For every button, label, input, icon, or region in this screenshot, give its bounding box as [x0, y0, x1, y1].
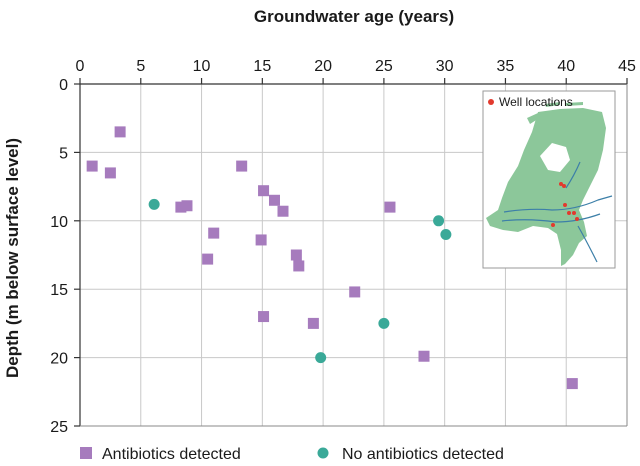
data-point-antibiotics-detected [104, 167, 116, 179]
y-tick-labels: 0 5 10 15 20 25 [50, 77, 68, 436]
y-tick-label: 10 [50, 214, 68, 231]
data-point-antibiotics-detected [384, 201, 396, 213]
data-point-antibiotics-detected [114, 126, 126, 138]
x-tick-labels: 0 5 10 15 20 25 30 35 40 45 [76, 58, 636, 75]
data-point-antibiotics-detected [255, 234, 267, 246]
data-points [86, 126, 578, 390]
data-point-antibiotics-detected [208, 227, 220, 239]
data-point-antibiotics-detected [175, 201, 187, 213]
data-point-antibiotics-detected [86, 160, 98, 172]
x-tick-label: 10 [193, 58, 211, 75]
well-marker [575, 217, 579, 221]
well-marker [559, 182, 563, 186]
y-tick-label: 20 [50, 351, 68, 368]
y-axis-title: Depth (m below surface level) [3, 138, 22, 378]
well-marker [551, 223, 555, 227]
ijsselmeer [540, 143, 570, 172]
x-axis-title: Groundwater age (years) [254, 7, 454, 26]
data-point-no-antibiotics-detected [440, 228, 452, 240]
x-tick-label: 30 [436, 58, 454, 75]
data-point-antibiotics-detected [181, 200, 193, 212]
inset-legend-label: Well locations [499, 95, 573, 109]
x-tick-label: 20 [314, 58, 332, 75]
data-point-antibiotics-detected [566, 378, 578, 390]
x-tick-label: 15 [253, 58, 271, 75]
legend: Antibiotics detected No antibiotics dete… [80, 446, 504, 463]
y-tick-label: 25 [50, 419, 68, 436]
data-point-antibiotics-detected [258, 311, 270, 323]
data-point-antibiotics-detected [258, 185, 270, 197]
rivers [501, 161, 613, 263]
x-tick-label: 0 [76, 58, 85, 75]
well-marker [563, 203, 567, 207]
data-point-no-antibiotics-detected [315, 352, 327, 364]
well-location-marker-icon [488, 99, 494, 105]
y-tick-label: 0 [59, 77, 68, 94]
y-tick-label: 15 [50, 282, 68, 299]
inset-map: Well locations [482, 90, 616, 269]
inset-well-markers [551, 182, 579, 227]
wadden-islands [527, 102, 583, 124]
legend-label-antibiotics-detected: Antibiotics detected [102, 446, 241, 463]
legend-square-icon [80, 447, 92, 459]
y-tick-label: 5 [59, 145, 68, 162]
data-point-antibiotics-detected [202, 253, 214, 265]
x-tick-label: 35 [497, 58, 515, 75]
x-tick-label: 5 [136, 58, 145, 75]
data-point-antibiotics-detected [418, 350, 430, 362]
x-tick-label: 45 [618, 58, 636, 75]
x-tick-label: 40 [557, 58, 575, 75]
axes [74, 78, 628, 427]
data-point-antibiotics-detected [268, 194, 280, 206]
data-point-antibiotics-detected [307, 317, 319, 329]
data-point-antibiotics-detected [349, 286, 361, 298]
legend-circle-icon [317, 447, 329, 459]
data-point-no-antibiotics-detected [378, 317, 390, 329]
netherlands-land [486, 108, 606, 266]
legend-label-no-antibiotics-detected: No antibiotics detected [342, 446, 504, 463]
data-point-no-antibiotics-detected [433, 215, 445, 227]
data-point-antibiotics-detected [277, 205, 289, 217]
data-point-antibiotics-detected [293, 260, 305, 272]
data-point-antibiotics-detected [236, 160, 248, 172]
well-marker [567, 211, 571, 215]
data-point-antibiotics-detected [290, 249, 302, 261]
well-marker [562, 184, 566, 188]
well-marker [572, 211, 576, 215]
x-tick-label: 25 [375, 58, 393, 75]
data-point-no-antibiotics-detected [148, 198, 160, 210]
